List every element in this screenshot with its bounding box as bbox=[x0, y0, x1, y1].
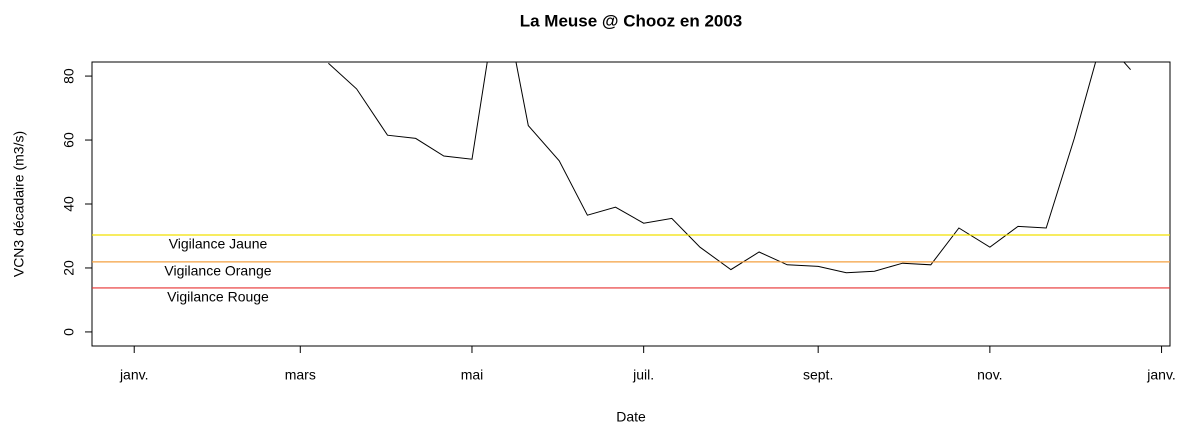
x-tick-label: janv. bbox=[1146, 367, 1176, 383]
x-axis-label: Date bbox=[616, 409, 646, 425]
x-tick-label: sept. bbox=[803, 367, 833, 383]
x-tick-label: janv. bbox=[119, 367, 149, 383]
threshold-label: Vigilance Orange bbox=[164, 263, 271, 279]
y-tick-label: 60 bbox=[61, 132, 77, 148]
x-tick-label: juil. bbox=[632, 367, 654, 383]
plot-area bbox=[328, 62, 1131, 274]
y-tick-label: 20 bbox=[61, 260, 77, 276]
data-line bbox=[328, 62, 1131, 274]
x-tick-label: mars bbox=[285, 367, 316, 383]
threshold-label: Vigilance Rouge bbox=[167, 289, 269, 305]
y-tick-label: 40 bbox=[61, 196, 77, 212]
y-tick-label: 0 bbox=[61, 328, 77, 336]
x-tick-label: nov. bbox=[977, 367, 1002, 383]
threshold-label: Vigilance Jaune bbox=[169, 236, 268, 252]
x-tick-label: mai bbox=[461, 367, 484, 383]
y-tick-label: 80 bbox=[61, 68, 77, 84]
chart-title: La Meuse @ Chooz en 2003 bbox=[520, 11, 743, 30]
y-axis-label: VCN3 décadaire (m3/s) bbox=[11, 131, 27, 277]
